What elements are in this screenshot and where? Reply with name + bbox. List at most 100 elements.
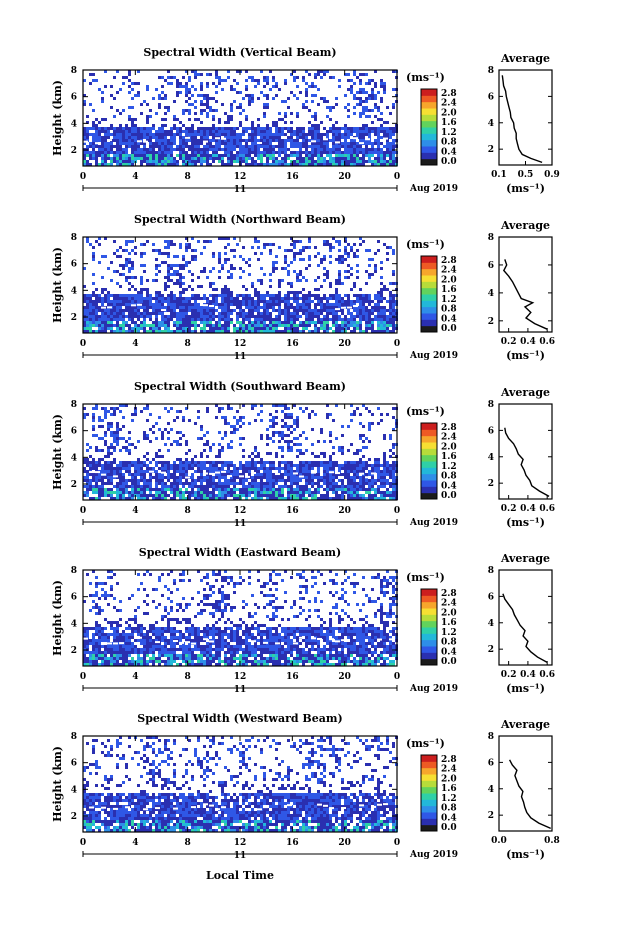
colorbar-tick-label: 0.0	[441, 491, 457, 501]
average-profile-line	[501, 75, 543, 164]
colorbar-tick-label: 1.6	[441, 118, 457, 128]
x-tick-label: 20	[338, 672, 351, 682]
colorbar-swatch	[421, 824, 437, 832]
day-label: 11	[234, 685, 247, 695]
average-x-label: (ms⁻¹)	[506, 349, 545, 362]
average-y-tick-label: 2	[488, 811, 494, 821]
x-tick-label: 20	[338, 172, 351, 182]
date-label: Aug 2019	[409, 351, 458, 361]
colorbar-tick-label: 1.2	[441, 128, 457, 138]
xlabel-local-time: Local Time	[206, 869, 274, 882]
colorbar-swatch	[421, 608, 437, 615]
average-y-tick-label: 4	[488, 619, 494, 629]
average-y-tick-label: 4	[488, 785, 494, 795]
colorbar-tick-label: 1.6	[441, 285, 457, 295]
colorbar-tick-label: 2.8	[441, 755, 457, 765]
x-tick-label: 12	[234, 838, 247, 848]
x-tick-label: 16	[286, 838, 299, 848]
colorbar-swatch	[421, 633, 437, 641]
panel-5: Spectral Width (Westward Beam) 2 4 6 8 0 4 8 12 1…	[51, 712, 560, 861]
colorbar-tick-label: 0.4	[441, 147, 457, 157]
x-tick-label: 8	[185, 672, 191, 682]
average-y-tick-label: 2	[488, 317, 494, 327]
y-tick-label: 6	[71, 93, 77, 103]
average-x-label: (ms⁻¹)	[506, 682, 545, 695]
colorbar-tick-label: 2.8	[441, 256, 457, 266]
colorbar-swatch	[421, 287, 437, 295]
y-tick-label: 6	[71, 260, 77, 270]
colorbar-swatch	[421, 133, 437, 141]
average-y-tick-label: 8	[488, 400, 494, 410]
x-tick-label: 0	[80, 672, 86, 682]
colorbar-swatch	[421, 767, 437, 775]
colorbar-swatch	[421, 300, 437, 308]
heatmap-cells	[83, 736, 400, 832]
colorbar-swatch	[421, 146, 437, 153]
colorbar-tick-label: 1.6	[441, 784, 457, 794]
colorbar-swatch	[421, 639, 437, 647]
colorbar-swatch	[421, 454, 437, 462]
average-frame	[498, 735, 553, 832]
average-x-label: (ms⁻¹)	[506, 848, 545, 861]
x-tick-label: 0	[394, 672, 400, 682]
x-tick-label: 16	[286, 339, 299, 349]
average-y-tick-label: 4	[488, 119, 494, 129]
colorbar-swatch	[421, 120, 437, 128]
heatmap-cells	[83, 404, 398, 500]
colorbar-swatch	[421, 461, 437, 468]
date-label: Aug 2019	[409, 184, 458, 194]
average-x-label: (ms⁻¹)	[506, 182, 545, 195]
average-x-tick-label: 0.6	[539, 670, 555, 680]
average-x-tick-label: 0.2	[501, 504, 517, 514]
colorbar-swatch	[421, 627, 437, 634]
date-label: Aug 2019	[409, 684, 458, 694]
y-axis-label: Height (km)	[51, 746, 64, 822]
average-frame	[498, 403, 553, 500]
y-tick-label: 8	[71, 566, 77, 576]
colorbar-swatch	[421, 786, 437, 794]
colorbar-swatch	[421, 294, 437, 301]
y-tick-label: 6	[71, 427, 77, 437]
colorbar-tick-label: 2.4	[441, 765, 457, 775]
average-y-tick-label: 2	[488, 479, 494, 489]
panel-title: Spectral Width (Northward Beam)	[134, 213, 346, 226]
day-label: 11	[234, 851, 247, 861]
colorbar-swatch	[421, 652, 437, 660]
colorbar-swatch	[421, 442, 437, 449]
colorbar-tick-label: 2.8	[441, 589, 457, 599]
colorbar-swatch	[421, 108, 437, 115]
x-tick-label: 8	[185, 172, 191, 182]
colorbar-swatch	[421, 595, 437, 603]
average-y-tick-label: 8	[488, 732, 494, 742]
colorbar-tick-label: 0.0	[441, 823, 457, 833]
average-profile-line	[508, 759, 551, 830]
day-label: 11	[234, 185, 247, 195]
average-title: Average	[500, 219, 550, 232]
y-tick-label: 4	[71, 286, 77, 296]
y-tick-label: 8	[71, 732, 77, 742]
date-label: Aug 2019	[409, 850, 458, 860]
average-profile-line	[504, 427, 550, 498]
panel-title: Spectral Width (Westward Beam)	[137, 712, 342, 725]
colorbar-tick-label: 2.8	[441, 89, 457, 99]
average-y-tick-label: 6	[488, 592, 494, 602]
colorbar-tick-label: 1.2	[441, 794, 457, 804]
colorbar-tick-label: 0.4	[441, 647, 457, 657]
x-tick-label: 4	[132, 506, 138, 516]
colorbar-tick-label: 0.8	[441, 472, 457, 482]
average-x-label: (ms⁻¹)	[506, 516, 545, 529]
colorbar-tick-label: 0.0	[441, 324, 457, 334]
colorbar-swatch	[421, 658, 437, 666]
average-x-tick-label: 0.4	[520, 337, 536, 347]
average-y-tick-label: 8	[488, 66, 494, 76]
heatmap-cells	[83, 70, 400, 166]
panel-title: Spectral Width (Vertical Beam)	[143, 46, 336, 59]
colorbar-swatch	[421, 805, 437, 813]
colorbar-swatch	[421, 429, 437, 437]
y-tick-label: 2	[71, 812, 77, 822]
colorbar-tick-label: 1.2	[441, 462, 457, 472]
x-tick-label: 0	[80, 172, 86, 182]
average-x-tick-label: 0.4	[520, 504, 536, 514]
colorbar-tick-label: 2.4	[441, 99, 457, 109]
colorbar-swatch	[421, 812, 437, 819]
